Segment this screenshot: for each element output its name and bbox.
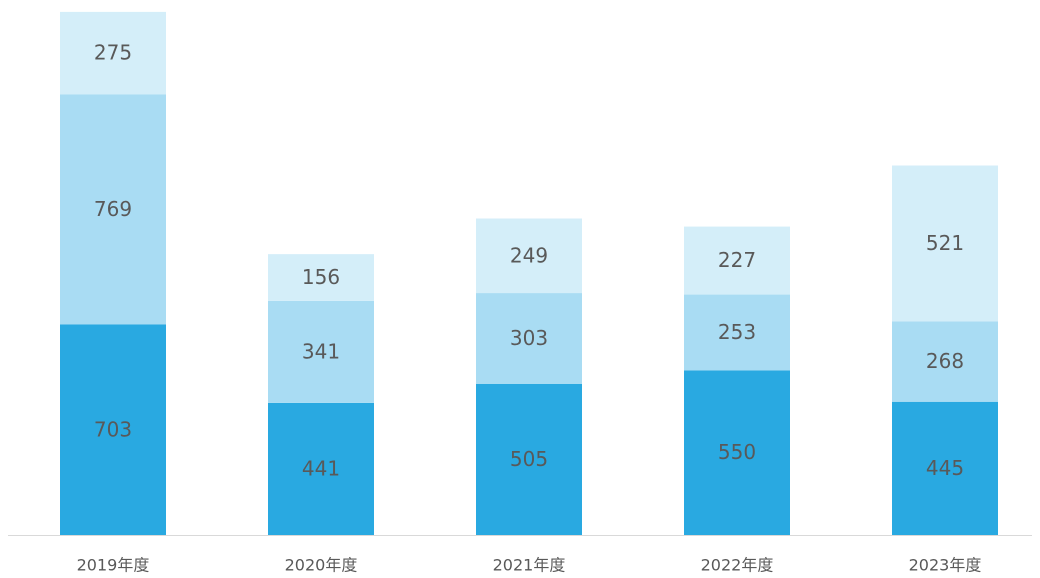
bar-segment (476, 218, 582, 294)
data-label: 441 (302, 456, 340, 480)
data-label: 156 (302, 265, 340, 289)
data-label: 227 (718, 248, 756, 272)
bar-segment (268, 254, 374, 301)
bar-segment (684, 294, 790, 371)
x-tick-label: 2021年度 (493, 556, 566, 575)
bar-segment (892, 321, 998, 402)
bar-segment (268, 402, 374, 535)
x-tick-label: 2020年度 (285, 556, 358, 575)
data-label: 275 (94, 41, 132, 65)
data-label: 341 (302, 339, 340, 363)
data-label: 268 (926, 349, 964, 373)
x-tick-label: 2023年度 (909, 556, 982, 575)
bar-segment (268, 300, 374, 403)
data-label: 550 (718, 440, 756, 464)
data-label: 703 (94, 417, 132, 441)
bar-segment (60, 94, 166, 325)
data-label: 769 (94, 197, 132, 221)
data-label: 303 (510, 326, 548, 350)
data-label: 505 (510, 447, 548, 471)
bar-segment (684, 370, 790, 535)
data-label: 445 (926, 456, 964, 480)
data-label: 249 (510, 243, 548, 267)
x-tick-label: 2022年度 (701, 556, 774, 575)
bar-segment (60, 324, 166, 535)
bar-segment (476, 293, 582, 384)
x-tick-label: 2019年度 (77, 556, 150, 575)
bar-segment (892, 165, 998, 322)
data-label: 253 (718, 320, 756, 344)
data-label: 521 (926, 231, 964, 255)
bar-segment (60, 11, 166, 95)
bar-segment (684, 226, 790, 295)
bar-segment (892, 401, 998, 535)
bar-segment (476, 383, 582, 535)
